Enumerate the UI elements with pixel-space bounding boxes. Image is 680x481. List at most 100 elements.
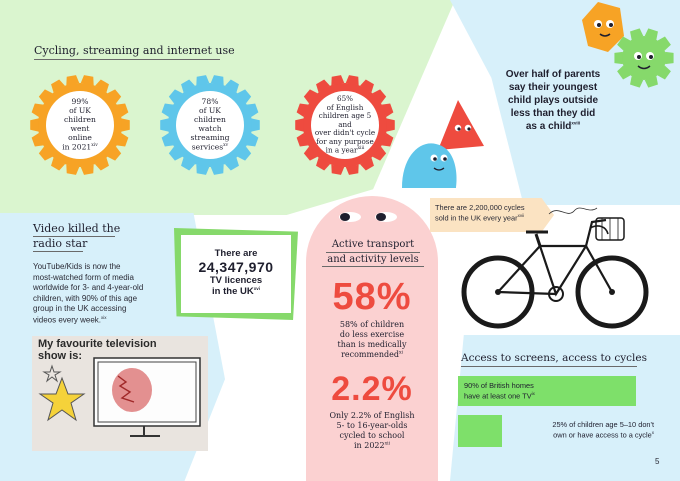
ghost-eyes-icon [339,212,397,222]
access-bar-line: have at least one TV [464,391,532,401]
footnote-ref: xviii [571,120,581,126]
stat-online-line: in 2021 [62,142,92,152]
stat-streaming-line: watch [198,123,222,133]
stat-online-line: children [64,114,96,124]
footnote-ref: xvi [253,286,260,291]
stat-gear-cycling: 65% of English children age 5 and over d… [295,75,395,175]
stat-cycling-line: children age 5 and [318,111,372,129]
footnote-ref: xvii [517,212,525,218]
exercise-stat-line: do less exercise [339,330,405,339]
stat-streaming-text: 78% of UK children watch streaming servi… [176,91,244,159]
stat-streaming-line: children [194,114,226,124]
cycled-to-school-line: in 2022 [353,441,385,450]
footnote-ref: xix [101,314,107,320]
stat-streaming-line: services [191,142,224,152]
cycled-to-school-big-percent: 2.2% [331,370,413,408]
video-body-line: videos every week. [33,315,102,325]
exercise-stat-line: than is medically [337,340,407,349]
stat-cycling-line: in a year [325,145,358,155]
parents-line: say their youngest [508,82,598,93]
cycles-sold-line: There are 2,200,000 cycles [435,203,525,212]
parents-line: as a child [525,121,572,132]
video-body-line: YouTube/Kids is now the [33,262,121,271]
video-body-line: most-watched form of media [33,272,134,282]
footnote-ref: xi [398,350,403,356]
stat-online-percent: 99% [71,96,89,106]
video-body-text: YouTube/Kids is now the most-watched for… [33,262,213,326]
stat-cycling-line: for any purpose [316,136,374,146]
access-bar-tv: 90% of British homes have at least one T… [458,376,656,406]
cartoon-characters-icon [582,2,674,88]
cycled-to-school-line: 5- to 16-year-olds [336,421,408,430]
parents-line: less than they did [510,108,596,119]
title-underline [322,266,424,267]
cycles-sold-text: There are 2,200,000 cycles sold in the U… [435,203,551,223]
video-title-line: radio star [33,236,88,250]
cycles-sold-line: sold in the UK every year [435,213,518,223]
title-underline [326,252,420,253]
exercise-stat-line: 58% of children [339,320,405,329]
stat-online-line: went [70,123,90,133]
stat-online-text: 99% of UK children went online in 2021xi… [46,91,114,159]
video-body-line: children, with 90% of this age [33,293,138,303]
access-bar-fill [458,376,636,406]
stat-cycling-percent: 65% [337,94,353,104]
tv-licences-line: TV licences [209,275,263,286]
child-drawing-photo: My favourite television show is: [32,336,208,451]
video-body-line: worldwide for 3- and 4-year-old [33,283,144,293]
drawing-caption-line: My favourite television [38,338,157,350]
access-bar-fill [458,415,502,447]
video-section-title: Video killed the radio star [33,222,120,252]
tv-licences-number: 24,347,970 [198,259,274,275]
stat-cycling-line: of English [326,102,364,112]
access-bar-cycle-label: 25% of children age 5–10 don't own or ha… [508,420,654,440]
stat-online-line: of UK [69,105,91,115]
tv-licences-text: There are 24,347,970 TV licences in the … [178,248,294,297]
footnote-ref: xv [223,142,229,148]
footnote-ref: xiii [357,146,365,152]
title-underline [33,251,83,252]
stat-gear-streaming: 78% of UK children watch streaming servi… [160,75,260,175]
drawing-caption-line: show is: [38,350,83,363]
title-underline [34,59,220,60]
footnote-ref: xii [384,441,391,447]
tv-licences-inner [181,235,291,313]
access-bar-tv-label: 90% of British homes have at least one T… [464,381,634,401]
stat-streaming-percent: 78% [201,96,219,106]
cycled-to-school-text: Only 2.2% of English 5- to 16-year-olds … [308,411,436,451]
cycling-section-title: Cycling, streaming and internet use [34,44,235,57]
tag-string-icon [548,207,598,215]
footnote-ref: xiv [91,142,98,148]
cycles-sold-tag [430,198,554,232]
active-transport-title: Active transport and activity levels [322,238,424,267]
parents-line: child plays outside [507,95,599,106]
active-transport-panel-background [306,196,438,481]
parents-statement: Over half of parents say their youngest … [478,68,628,133]
drawing-caption: My favourite television show is: [38,338,157,362]
video-title-line: Video killed the [33,222,121,235]
access-bar-line: own or have access to a cycle [553,430,652,440]
bicycle-icon [461,217,649,329]
access-section-title: Access to screens, access to cycles [461,352,647,364]
cycled-to-school-line: cycled to school [339,431,405,440]
footnote-ref: x [651,429,654,435]
video-body-line: group in the UK accessing [33,304,127,314]
title-underline [461,366,637,367]
page-number: 5 [655,457,660,466]
tv-licences-line: There are [214,248,258,259]
cycled-to-school-line: Only 2.2% of English [329,411,415,420]
title-underline [33,236,115,237]
tv-licences-line: in the UK [212,286,254,298]
access-bar-line: 90% of British homes [464,381,534,390]
active-title-line: and activity levels [327,253,419,265]
access-bar-line: 25% of children age 5–10 don't [552,420,654,429]
parents-line: Over half of parents [505,69,601,80]
exercise-big-percent: 58% [332,276,412,318]
stat-streaming-line: of UK [199,105,221,115]
active-title-line: Active transport [331,239,415,250]
stat-online-line: online [68,132,92,142]
stat-gear-online: 99% of UK children went online in 2021xi… [30,75,130,175]
stat-cycling-text: 65% of English children age 5 and over d… [311,91,379,159]
access-panel-background [450,335,680,481]
exercise-stat-text: 58% of children do less exercise than is… [310,320,434,360]
